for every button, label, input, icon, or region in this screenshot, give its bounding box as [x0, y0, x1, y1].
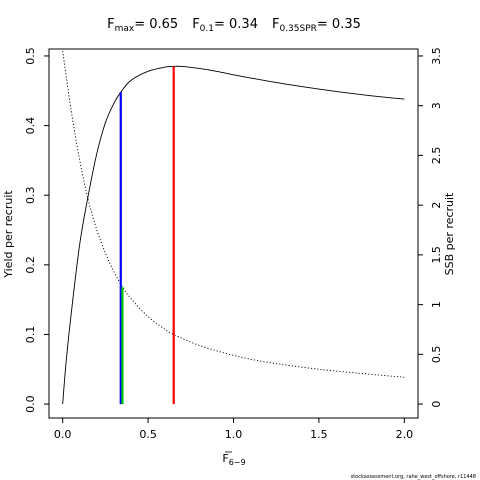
x-axis-title: F6−9: [222, 452, 245, 467]
footer-credit: stockassessment.org, rahe_west_offshore,…: [351, 474, 476, 480]
y-tick-label: 0.5: [24, 47, 37, 65]
y-right-tick-label: 1: [430, 301, 443, 308]
y-tick-label: 0.1: [24, 326, 37, 344]
yield-per-recruit-line: [62, 65, 405, 405]
ssb-per-recruit-line: [62, 50, 405, 378]
y-right-tick-label: 0.5: [430, 346, 443, 364]
x-tick-label: 0.5: [139, 428, 157, 441]
y-tick-label: 0.4: [24, 117, 37, 134]
y-right-tick-label: 3.5: [430, 47, 443, 65]
x-tick-label: 2.0: [396, 428, 414, 441]
y-right-tick-label: 3: [430, 102, 443, 109]
y-axis-right-title: SSB per recruit: [443, 192, 456, 275]
y-right-tick-label: 2: [430, 202, 443, 209]
reference-lines-layer: [119, 66, 175, 405]
chart-title: Fmax= 0.65 F0.1= 0.34 F0.35SPR= 0.35: [107, 17, 361, 34]
y-tick-label: 0.0: [24, 395, 37, 413]
x-tick-label: 0.0: [54, 428, 72, 441]
series-layer: [62, 50, 405, 405]
plot-frame: [48, 48, 419, 419]
y-tick-label: 0.3: [24, 186, 37, 204]
axes-layer: 0.0 0.5 1.0 1.5 2.0 0.0 0.1 0.2 0.3 0.4 0.5 0 0.5 1 1.…: [24, 47, 443, 441]
y-axis-title: Yield per recruit: [2, 190, 15, 279]
x-tick-label: 1.0: [225, 428, 243, 441]
y-right-tick-label: 0: [430, 401, 443, 408]
y-right-tick-label: 2.5: [430, 147, 443, 165]
x-tick-label: 1.5: [310, 428, 328, 441]
y-tick-label: 0.2: [24, 256, 37, 274]
y-right-tick-label: 1.5: [430, 246, 443, 264]
